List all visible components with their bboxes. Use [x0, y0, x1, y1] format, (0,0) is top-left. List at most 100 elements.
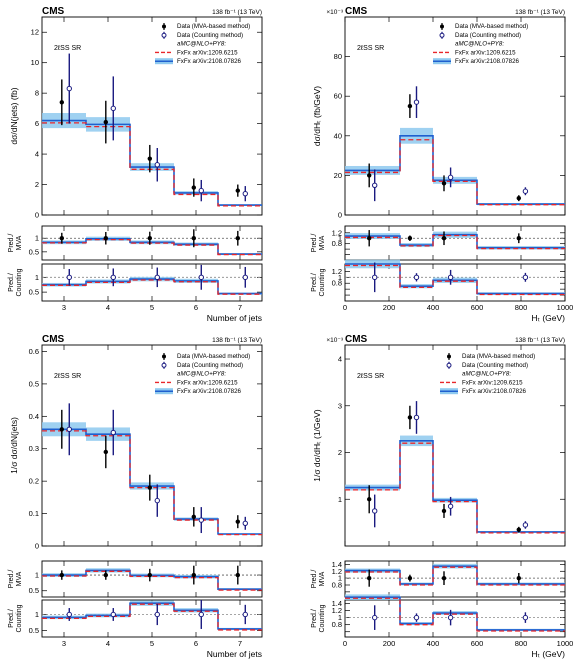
p3-main-mva-point: [235, 519, 240, 524]
p3-main-counting-point: [66, 426, 72, 432]
p1-region-label: 2ℓSS SR: [54, 45, 81, 52]
p3-ratio-counting-counting-point: [154, 611, 160, 618]
p3-legend-label: FxFx arXiv:1209.6215: [177, 379, 238, 386]
p4-ylabel: 1/σ dσ/dHₜ (1/GeV): [312, 409, 322, 482]
p4-main-mva-point: [441, 508, 447, 514]
p3-legend-mva-marker: [162, 354, 166, 359]
p1-main-ytick-label: 10: [31, 58, 39, 67]
p4-ratio-mva-label-line1: Pred./: [311, 570, 318, 589]
p1-lumi-label: 138 fb⁻¹ (13 TeV): [212, 9, 262, 16]
p4-main-ytick-label: 4: [338, 355, 342, 364]
panel-p1: 0 2 4 6 8 10 12 CMS 138 fb⁻¹ (13 TeV) 2ℓSS SR dσ/d…: [8, 6, 263, 323]
p1-ratio-mva-mva-point: [103, 236, 109, 241]
p1-ratio-mva-fxfx-2209-line: [42, 238, 262, 256]
p3-main-ytick-label: 0.3: [29, 444, 39, 453]
p4-ratio-counting-counting-point: [447, 614, 454, 621]
p4-ratio-counting-ytick-label: 1.2: [332, 606, 342, 615]
p1-legend-label: aMC@NLO+PY8:: [177, 41, 226, 48]
p3-ratio-counting-xtick-label: 4: [106, 639, 110, 648]
p1-ratio-counting-counting-point: [66, 274, 72, 281]
p3-main-counting-point: [242, 520, 248, 527]
p4-region-label: 2ℓSS SR: [357, 373, 384, 380]
p2-ratio-mva-mva-point: [367, 236, 372, 241]
p2-main-ytick-label: 80: [334, 52, 342, 61]
p2-legend-label: aMC@NLO+PY8:: [455, 41, 504, 48]
p2-main-fxfx-2209-line: [345, 139, 565, 206]
p4-ratio-counting-counting-point: [372, 614, 378, 621]
p2-ratio-counting-xtick-label: 200: [383, 303, 396, 312]
p2-legend-label: FxFx arXiv:1209.6215: [455, 49, 516, 56]
p2-cms-label: CMS: [345, 6, 368, 17]
p2-ratio-mva-ytick-label: 0.8: [332, 239, 342, 248]
p3-ratio-mva-label-line1: Pred./: [8, 570, 15, 589]
p3-ratio-mva-ytick-label: 0.5: [29, 586, 39, 595]
p2-ratio-counting-counting-point: [372, 274, 378, 281]
p3-region-label: 2ℓSS SR: [54, 373, 81, 380]
p3-main-ytick-label: 0.2: [29, 477, 39, 486]
p1-ylabel: dσ/dN(jets) (fb): [9, 87, 19, 144]
p4-main-ytick-label: 3: [338, 401, 342, 410]
p4-ratio-mva-mva-point: [441, 575, 447, 581]
p2-legend-label: Data (MVA-based method): [455, 23, 528, 30]
p4-ratio-counting-label-line1: Pred./: [311, 609, 318, 628]
p3-main-mva-point: [191, 514, 196, 520]
panel-p2: 0 20 40 60 80 CMS 138 fb⁻¹ (13 TeV) ×10⁻³ 2ℓSS S…: [311, 6, 573, 323]
p1-main-counting-point: [242, 190, 248, 197]
p2-main-counting-point: [372, 182, 378, 189]
p1-ratio-counting-counting-point: [198, 274, 204, 281]
p2-main-mva-point: [441, 181, 447, 186]
p1-main-counting-point: [198, 187, 204, 194]
p1-main-ytick-label: 4: [35, 150, 39, 159]
p1-legend-counting-marker: [161, 32, 167, 38]
p3-legend-label: Data (Counting method): [177, 362, 243, 369]
p1-ratio-counting-xtick-label: 6: [194, 303, 198, 312]
p4-ratio-counting-frame: [344, 599, 566, 638]
p4-ratio-mva-fxfx-2209-line: [345, 566, 565, 586]
p2-xlabel: Hₜ (GeV): [531, 313, 565, 323]
p4-ratio-counting-ytick-label: 1: [338, 613, 342, 622]
p4-ratio-counting-counting-point: [413, 614, 420, 621]
p2-main-mva-point: [367, 173, 372, 178]
p2-main-ytick-label: 60: [334, 92, 342, 101]
p3-ratio-counting-xtick-label: 7: [238, 639, 242, 648]
p2-ratio-mva-mva-point: [516, 236, 521, 241]
p1-ratio-counting-counting-point: [110, 274, 116, 281]
p1-ratio-counting-counting-point: [242, 274, 248, 281]
p1-main-mva-point: [147, 156, 152, 161]
p4-ratio-mva-ytick-label: 1.4: [332, 560, 342, 569]
p2-ratio-mva-label-line1: Pred./: [311, 234, 318, 253]
p2-main-frame: [344, 16, 566, 216]
p3-xlabel: Number of jets: [207, 649, 262, 659]
p1-main-fxfx-2209-line: [42, 122, 262, 207]
p1-ratio-mva-label-line1: Pred./: [8, 234, 15, 253]
p2-ratio-counting-label-line2: Counting: [319, 268, 326, 296]
p3-main-mva-point: [59, 427, 64, 432]
p2-main-counting-point: [413, 99, 420, 105]
p1-legend-label: Data (Counting method): [177, 32, 243, 39]
p2-ratio-counting-counting-point: [447, 274, 454, 281]
p1-legend-mva-marker: [162, 24, 166, 29]
p3-main-ytick-label: 0.4: [29, 412, 39, 421]
p3-ylabel: 1/σ dσ/dN(jets): [9, 417, 19, 474]
p1-main-mva-point: [191, 185, 196, 190]
p1-main-ytick-label: 2: [35, 180, 39, 189]
p2-ratio-counting-counting-point: [413, 274, 420, 281]
p2-ratio-counting-fxfx-2209-line: [345, 264, 565, 296]
p2-ratio-mva-frame: [344, 225, 566, 261]
p3-ratio-mva-frame: [41, 560, 263, 598]
p3-ratio-counting-xtick-label: 6: [194, 639, 198, 648]
p1-main-mva-point: [235, 188, 240, 193]
p2-ratio-counting-counting-point: [522, 274, 529, 281]
p1-main-counting-point: [154, 162, 160, 168]
p1-main-ytick-label: 6: [35, 119, 39, 128]
p2-legend-label: FxFx arXiv:2108.07826: [455, 58, 520, 65]
p3-ratio-counting-label-line2: Counting: [16, 604, 23, 632]
p2-legend-label: Data (Counting method): [455, 32, 521, 39]
panel-p4: 1 2 3 4 CMS 138 fb⁻¹ (13 TeV) ×10⁻³ 2ℓSS SR 1/σ …: [311, 334, 573, 659]
p1-cms-label: CMS: [42, 6, 65, 17]
p1-main-counting-point: [110, 105, 116, 112]
p2-main-ytick-label: 40: [334, 131, 342, 140]
p4-main-ytick-label: 1: [338, 495, 342, 504]
p1-ratio-mva-mva-point: [59, 236, 64, 241]
